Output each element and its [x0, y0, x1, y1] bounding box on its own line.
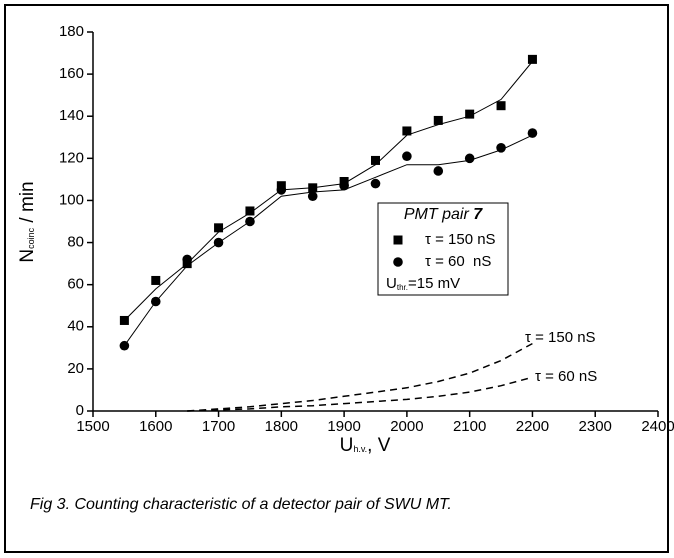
- marker: [307, 191, 318, 202]
- curve-label: τ = 150 nS: [525, 329, 596, 346]
- marker: [119, 315, 129, 325]
- marker: [245, 216, 255, 227]
- marker: [182, 254, 192, 265]
- marker: [339, 180, 349, 191]
- fit-line: [124, 61, 533, 321]
- x-tick-label: 1500: [76, 418, 109, 435]
- marker: [402, 126, 412, 136]
- y-label-main: N: [17, 249, 38, 263]
- marker: [465, 109, 475, 119]
- marker: [214, 223, 224, 233]
- marker: [150, 296, 161, 307]
- x-tick-label: 2000: [390, 418, 423, 435]
- marker: [527, 54, 537, 64]
- marker: [433, 115, 443, 125]
- x-tick-label: 1700: [202, 418, 235, 435]
- x-label-main: U: [340, 435, 354, 456]
- marker: [496, 143, 506, 153]
- x-tick-label: 1800: [265, 418, 298, 435]
- marker: [308, 183, 318, 193]
- x-tick-label: 2400: [641, 418, 674, 435]
- marker: [402, 151, 412, 162]
- legend-note: Uthr.=15 mV: [386, 275, 460, 292]
- x-label-rest: , V: [367, 435, 391, 456]
- legend-marker: [393, 235, 403, 245]
- legend-note-sub: thr.: [397, 283, 408, 292]
- caption: Fig 3. Counting characteristic of a dete…: [30, 496, 452, 513]
- y-tick-label: 180: [59, 23, 84, 40]
- dashed-curve: [187, 342, 533, 412]
- y-label-rest: / min: [17, 181, 38, 227]
- y-axis-label: Ncoinc / min: [17, 181, 38, 262]
- marker: [151, 275, 161, 285]
- y-tick-label: 0: [76, 402, 84, 419]
- legend-label: τ = 150 nS: [425, 231, 496, 248]
- marker: [119, 340, 130, 351]
- y-tick-label: 120: [59, 149, 84, 166]
- dashed-curve: [187, 376, 533, 412]
- x-tick-label: 1600: [139, 418, 172, 435]
- marker: [433, 166, 444, 176]
- legend-label: τ = 60 nS: [425, 253, 491, 270]
- y-tick-label: 140: [59, 107, 84, 124]
- y-tick-label: 100: [59, 191, 84, 208]
- marker: [213, 237, 224, 248]
- legend-box: [377, 202, 509, 296]
- frame: [4, 4, 669, 553]
- x-tick-label: 2200: [516, 418, 549, 435]
- x-label-sub: h.v.: [353, 444, 367, 454]
- legend-marker: [393, 257, 403, 267]
- marker: [370, 178, 381, 189]
- y-tick-label: 40: [67, 318, 84, 335]
- x-tick-label: 2100: [453, 418, 486, 435]
- curve-label: τ = 60 nS: [535, 368, 597, 385]
- legend-note-main: U: [386, 275, 397, 292]
- marker: [276, 185, 287, 195]
- marker: [464, 153, 475, 164]
- legend-title-text: PMT pair: [404, 206, 473, 223]
- y-tick-label: 160: [59, 65, 84, 82]
- y-tick-label: 60: [67, 276, 84, 293]
- y-tick-label: 20: [67, 360, 84, 377]
- marker: [496, 101, 506, 111]
- x-axis-label: Uh.v., V: [340, 435, 391, 456]
- legend-title-bold: 7: [473, 206, 483, 223]
- legend-note-rest: =15 mV: [408, 275, 460, 292]
- marker: [371, 155, 380, 165]
- y-tick-label: 80: [67, 234, 84, 251]
- marker: [245, 206, 255, 216]
- y-label-sub: coinc: [26, 227, 36, 249]
- x-tick-label: 1900: [327, 418, 360, 435]
- x-tick-label: 2300: [579, 418, 612, 435]
- legend-title: PMT pair 7: [404, 206, 483, 223]
- fit-line: [123, 134, 533, 346]
- marker: [527, 128, 538, 138]
